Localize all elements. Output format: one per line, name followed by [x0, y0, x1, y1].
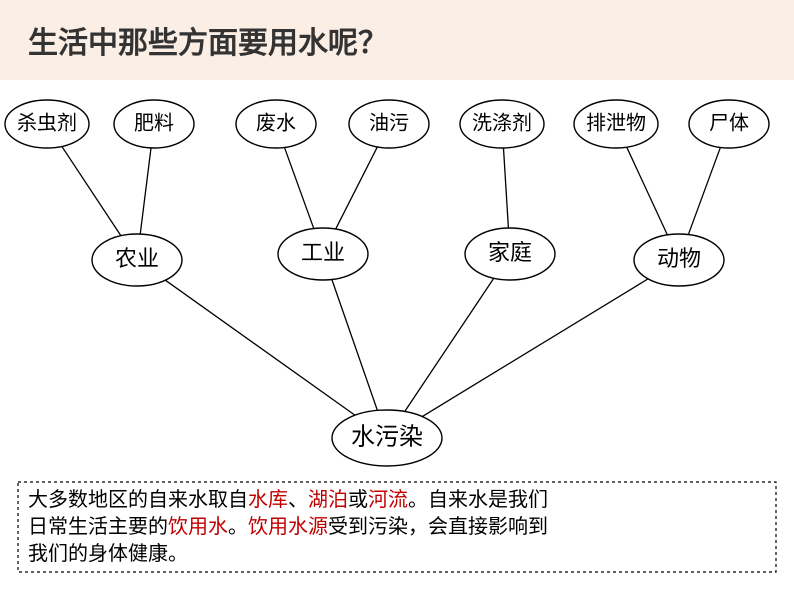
node-excrement: 排泄物	[574, 100, 658, 148]
edge-pesticide-agriculture	[62, 146, 121, 235]
edge-animal-pollution	[422, 279, 648, 417]
edge-fertilizer-agriculture	[140, 148, 151, 234]
node-fertilizer: 肥料	[114, 100, 194, 148]
node-label-excrement: 排泄物	[586, 112, 646, 135]
edge-wastewater-industry	[284, 147, 313, 228]
node-label-agriculture: 农业	[115, 246, 159, 271]
node-oil: 油污	[349, 100, 429, 148]
node-detergent: 洗涤剂	[460, 100, 544, 148]
node-label-pollution: 水污染	[351, 424, 423, 451]
node-label-animal: 动物	[657, 246, 701, 271]
edge-industry-pollution	[332, 279, 378, 410]
node-label-pesticide: 杀虫剂	[17, 112, 77, 135]
edge-household-pollution	[405, 278, 494, 411]
diagram: 杀虫剂 肥料 废水 油污 洗涤剂 排泄物 尸体农业 工业 家庭 动物水污染 大多数地区的自来水取自…	[0, 80, 794, 596]
caption-layer: 大多数地区的自来水取自水库、湖泊或河流。自来水是我们日常生活主要的饮用水。饮用水…	[18, 482, 776, 572]
slide-title: 生活中那些方面要用水呢？	[28, 27, 388, 60]
slide: 生活中那些方面要用水呢？ 杀虫剂 肥料 废水 油污 洗涤剂 排泄物 尸体农业 工业 家庭 动物水污…	[0, 0, 794, 596]
node-pollution: 水污染	[332, 410, 442, 466]
node-animal: 动物	[634, 234, 724, 286]
node-label-fertilizer: 肥料	[134, 112, 174, 135]
caption-line-0: 大多数地区的自来水取自水库、湖泊或河流。自来水是我们	[28, 488, 548, 511]
node-pesticide: 杀虫剂	[5, 100, 89, 148]
node-label-oil: 油污	[369, 112, 409, 135]
caption-line-2: 我们的身体健康。	[28, 542, 188, 565]
edge-detergent-household	[503, 148, 508, 228]
caption-line-1: 日常生活主要的饮用水。饮用水源受到污染，会直接影响到	[28, 515, 548, 538]
node-corpse: 尸体	[689, 100, 769, 148]
node-label-industry: 工业	[301, 240, 345, 265]
node-wastewater: 废水	[236, 100, 316, 148]
node-label-corpse: 尸体	[709, 112, 749, 135]
node-industry: 工业	[278, 228, 368, 280]
node-label-household: 家庭	[488, 240, 532, 265]
edge-excrement-animal	[627, 147, 668, 235]
edge-oil-industry	[336, 147, 378, 229]
node-household: 家庭	[465, 228, 555, 280]
title-bar: 生活中那些方面要用水呢？	[0, 0, 794, 80]
node-agriculture: 农业	[92, 234, 182, 286]
node-label-detergent: 洗涤剂	[472, 112, 532, 135]
node-label-wastewater: 废水	[256, 112, 296, 135]
edge-agriculture-pollution	[165, 280, 355, 415]
nodes-layer: 杀虫剂 肥料 废水 油污 洗涤剂 排泄物 尸体农业 工业 家庭 动物水污染	[5, 100, 769, 466]
edge-corpse-animal	[688, 147, 720, 234]
